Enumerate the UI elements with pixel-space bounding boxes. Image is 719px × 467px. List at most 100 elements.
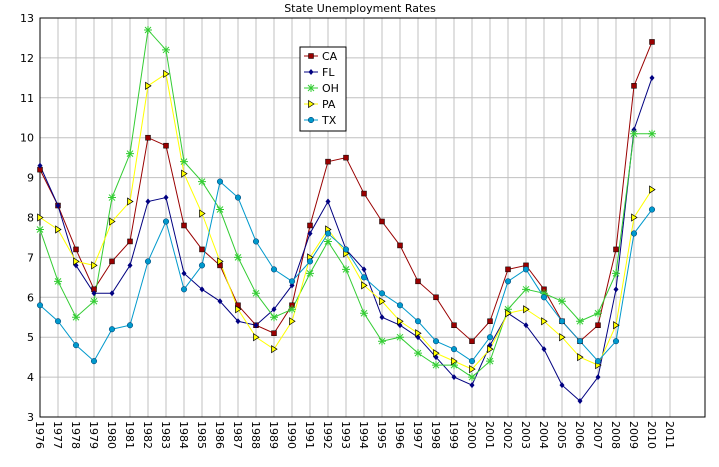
marker — [325, 158, 331, 165]
marker — [216, 205, 224, 214]
marker — [308, 53, 314, 59]
marker — [145, 134, 151, 141]
marker — [127, 197, 134, 206]
marker — [199, 286, 205, 293]
marker — [199, 209, 206, 218]
marker — [612, 269, 620, 278]
x-tick-label: 1991 — [303, 421, 316, 449]
x-tick-label: 2000 — [465, 421, 478, 449]
x-tick-label: 1982 — [141, 421, 154, 449]
marker — [181, 222, 187, 229]
marker — [217, 257, 224, 266]
y-tick-label: 13 — [20, 12, 34, 25]
marker — [126, 322, 134, 329]
marker — [486, 334, 494, 341]
marker — [613, 246, 619, 253]
x-tick-label: 1994 — [357, 421, 370, 449]
marker — [594, 358, 602, 365]
marker — [162, 218, 170, 225]
marker — [235, 318, 241, 325]
marker — [90, 358, 98, 365]
marker — [216, 178, 224, 185]
marker — [324, 237, 332, 246]
marker — [145, 198, 151, 205]
marker — [37, 213, 44, 222]
marker — [342, 246, 350, 253]
marker — [631, 213, 638, 222]
marker — [396, 333, 404, 342]
marker — [379, 297, 386, 306]
x-tick-label: 2006 — [573, 421, 586, 449]
y-tick-label: 9 — [27, 172, 34, 185]
marker — [361, 266, 367, 273]
marker — [234, 194, 242, 201]
x-tick-label: 1977 — [51, 421, 64, 449]
marker — [270, 313, 278, 322]
marker — [613, 286, 619, 293]
marker — [450, 346, 458, 353]
marker — [649, 185, 656, 194]
x-tick-label: 1984 — [177, 421, 190, 449]
x-tick-label: 1999 — [447, 421, 460, 449]
marker — [288, 278, 296, 285]
x-tick-label: 2011 — [663, 421, 676, 449]
marker — [469, 364, 476, 374]
marker — [163, 194, 169, 201]
y-tick-label: 12 — [20, 52, 34, 65]
marker — [306, 258, 314, 265]
marker — [594, 309, 602, 318]
marker — [612, 338, 620, 345]
marker — [54, 318, 62, 325]
marker — [649, 74, 655, 81]
y-tick-label: 11 — [20, 92, 34, 105]
y-tick-label: 10 — [20, 132, 34, 145]
marker — [109, 217, 116, 226]
marker — [522, 285, 530, 294]
marker — [450, 361, 458, 370]
marker — [468, 373, 476, 382]
marker — [523, 305, 530, 314]
marker — [73, 257, 80, 266]
marker — [631, 83, 637, 89]
x-tick-label: 2004 — [537, 421, 550, 449]
marker — [613, 321, 620, 330]
marker — [522, 266, 530, 273]
marker — [126, 149, 134, 158]
marker — [271, 345, 278, 354]
marker — [91, 261, 98, 270]
marker — [505, 266, 511, 273]
marker — [595, 374, 601, 381]
marker — [90, 297, 98, 306]
marker — [505, 309, 512, 318]
marker — [451, 357, 458, 366]
x-tick-label: 2005 — [555, 421, 568, 449]
marker — [234, 253, 242, 262]
marker — [127, 262, 133, 269]
marker — [235, 305, 242, 314]
marker — [378, 337, 386, 346]
marker — [162, 45, 170, 54]
marker — [361, 190, 367, 197]
x-tick-label: 1992 — [321, 421, 334, 449]
marker — [108, 193, 116, 202]
marker — [163, 142, 169, 149]
x-tick-label: 2010 — [645, 421, 658, 449]
marker — [504, 305, 512, 314]
marker — [469, 382, 475, 389]
marker — [576, 317, 584, 326]
marker — [253, 322, 259, 329]
legend-label: FL — [322, 66, 335, 79]
marker — [72, 313, 80, 322]
marker — [648, 129, 656, 138]
x-tick-label: 1993 — [339, 421, 352, 449]
marker — [540, 294, 548, 301]
marker — [397, 242, 403, 249]
marker — [433, 294, 439, 301]
marker — [55, 202, 61, 209]
marker — [541, 317, 548, 326]
marker — [649, 39, 655, 45]
marker — [343, 154, 349, 161]
marker — [307, 84, 315, 92]
marker — [324, 230, 332, 237]
x-tick-label: 1995 — [375, 421, 388, 449]
